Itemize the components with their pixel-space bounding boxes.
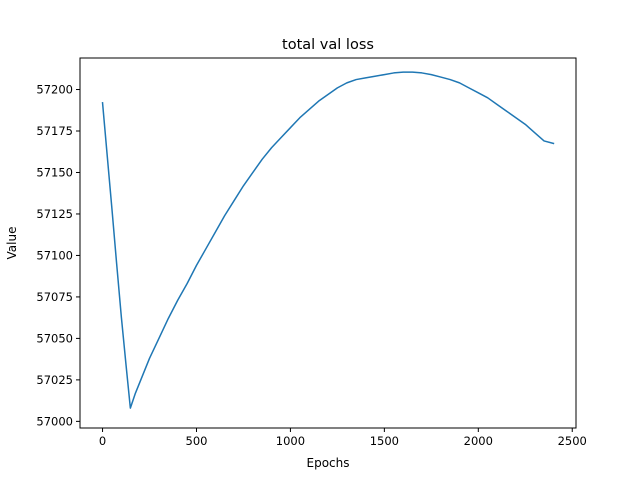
- y-tick-label: 57175: [36, 124, 73, 138]
- y-tick-label: 57100: [36, 248, 73, 262]
- y-tick-label: 57000: [36, 414, 73, 428]
- series-line: [101, 71, 555, 409]
- y-tick-label: 57125: [36, 207, 73, 221]
- y-axis-ticks: 57000 57025 57050 57075 57100 57125 57150 57175…: [36, 83, 80, 428]
- y-tick-label: 57200: [36, 83, 73, 97]
- x-tick-label: 1000: [276, 434, 305, 448]
- x-tick-label: 2000: [464, 434, 493, 448]
- chart-title: total val loss: [282, 37, 374, 53]
- y-axis-label: Value: [5, 227, 19, 260]
- x-axis-ticks: 0 500 1000 1500 2000 2500: [99, 428, 587, 448]
- x-tick-label: 2500: [558, 434, 587, 448]
- y-tick-label: 57025: [36, 373, 73, 387]
- x-tick-label: 500: [186, 434, 208, 448]
- x-tick-label: 0: [99, 434, 106, 448]
- y-tick-label: 57050: [36, 331, 73, 345]
- x-axis-label: Epochs: [307, 456, 350, 470]
- y-tick-label: 57150: [36, 165, 73, 179]
- plot-frame: [79, 57, 577, 429]
- x-tick-label: 1500: [370, 434, 399, 448]
- y-tick-label: 57075: [36, 290, 73, 304]
